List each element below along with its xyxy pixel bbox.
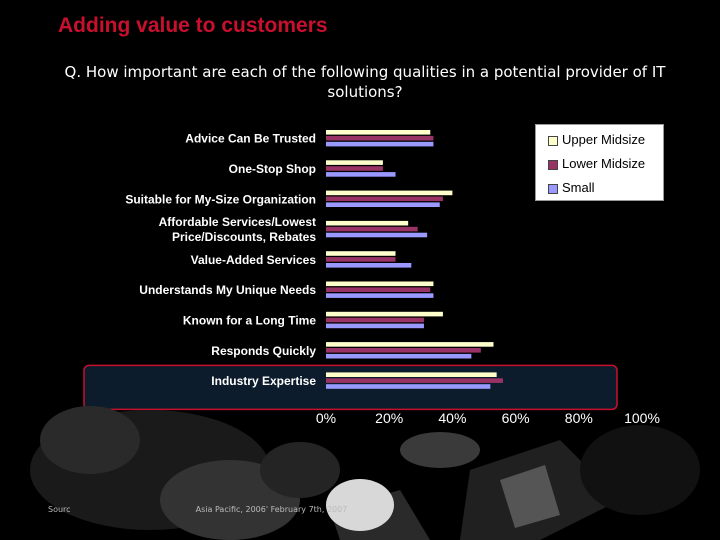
category-label-advice-can-be-trusted: Advice Can Be Trusted [185,132,316,146]
bar-upper-midsize-suitable-for-my-size-organization [326,190,453,196]
x-tick-label-0pct: 0% [316,410,336,426]
bar-small-advice-can-be-trusted [326,141,434,147]
legend-label-small: Small [562,180,595,195]
bar-small-one-stop-shop [326,172,396,177]
category-label-understands-my-unique-needs: Understands My Unique Needs [139,283,316,297]
x-tick-label-40pct: 40% [438,410,466,426]
legend-swatch-small [548,184,558,194]
bar-small-industry-expertise [326,384,491,389]
chart-legend: Upper Midsize Lower Midsize Small [535,124,664,201]
bar-small-understands-my-unique-needs [326,293,434,298]
bar-small-known-for-a-long-time [326,323,424,329]
bar-lower-midsize-value-added-services [326,257,396,262]
bar-small-suitable-for-my-size-organization [326,202,440,207]
bar-lower-midsize-responds-quickly [326,348,481,353]
source-note: Sourc Asia Pacific, 2006' February 7th, … [48,505,347,514]
legend-swatch-upper-midsize [548,136,558,146]
source-text-right: Asia Pacific, 2006' February 7th, 2007 [195,505,348,514]
bar-upper-midsize-understands-my-unique-needs [326,281,434,287]
x-tick-label-80pct: 80% [565,410,593,426]
source-text-left: Sourc [48,505,71,514]
bar-lower-midsize-understands-my-unique-needs [326,287,431,292]
bar-lower-midsize-one-stop-shop [326,166,383,171]
bar-upper-midsize-value-added-services [326,251,396,256]
question-text: Q. How important are each of the followi… [64,63,666,101]
bar-lower-midsize-affordable-services-lowest-price-discounts-rebates [326,226,418,232]
bar-small-responds-quickly [326,353,472,359]
x-tick-label-60pct: 60% [502,410,530,426]
category-label-price-discounts-rebates: Price/Discounts, Rebates [172,230,316,244]
bar-lower-midsize-known-for-a-long-time [326,317,424,323]
legend-swatch-lower-midsize [548,160,558,170]
slide-title: Adding value to customers [58,14,328,37]
bar-upper-midsize-industry-expertise [326,372,497,377]
bar-lower-midsize-advice-can-be-trusted [326,135,434,141]
bar-upper-midsize-advice-can-be-trusted [326,130,431,135]
legend-label-lower-midsize: Lower Midsize [562,156,646,171]
category-label-responds-quickly: Responds Quickly [211,344,316,358]
legend-label-upper-midsize: Upper Midsize [562,132,646,147]
bar-upper-midsize-responds-quickly [326,342,494,347]
bar-small-affordable-services-lowest-price-discounts-rebates [326,232,428,238]
bar-lower-midsize-suitable-for-my-size-organization [326,196,443,202]
bar-upper-midsize-one-stop-shop [326,160,383,165]
bar-lower-midsize-industry-expertise [326,378,503,383]
bar-small-value-added-services [326,263,412,268]
category-label-suitable-for-my-size-organization: Suitable for My-Size Organization [125,192,316,206]
x-tick-label-20pct: 20% [375,410,403,426]
category-label-known-for-a-long-time: Known for a Long Time [183,314,316,328]
x-tick-label-100pct: 100% [624,410,660,426]
category-label-affordable-services-lowest: Affordable Services/Lowest [159,215,316,229]
category-label-one-stop-shop: One-Stop Shop [229,162,316,176]
category-label-industry-expertise: Industry Expertise [211,374,316,388]
bar-upper-midsize-affordable-services-lowest-price-discounts-rebates [326,220,409,226]
bar-upper-midsize-known-for-a-long-time [326,311,443,317]
category-label-value-added-services: Value-Added Services [191,253,317,267]
